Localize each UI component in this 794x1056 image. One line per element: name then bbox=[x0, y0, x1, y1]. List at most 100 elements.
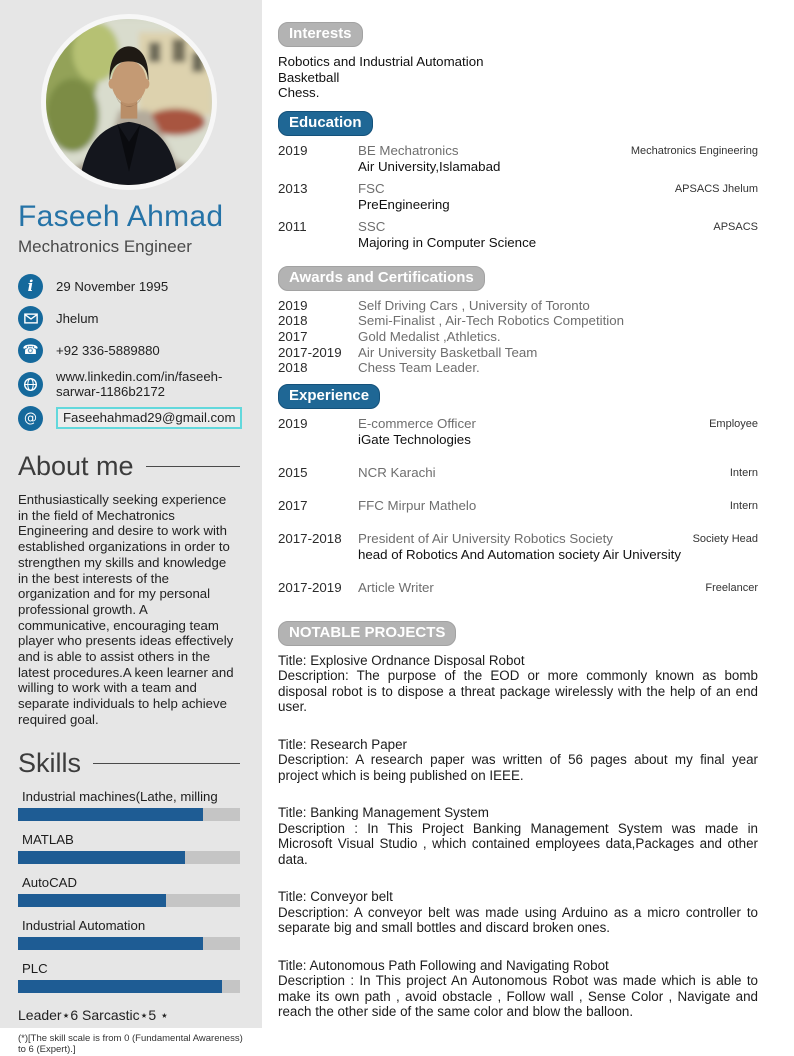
skill-bar-fill bbox=[18, 979, 222, 993]
experience-row: 2019 E-commerce Officer iGate Technologi… bbox=[278, 416, 758, 447]
experience-role: E-commerce Officer bbox=[358, 415, 476, 431]
phone-icon: ☎ bbox=[18, 337, 43, 363]
education-degree: SSC bbox=[358, 218, 386, 234]
awards-list: 2019 Self Driving Cars , University of T… bbox=[278, 298, 758, 376]
profile-photo bbox=[41, 14, 217, 190]
project-description: Description: A research paper was writte… bbox=[278, 752, 758, 783]
award-text: Semi-Finalist , Air-Tech Robotics Compet… bbox=[358, 313, 625, 329]
experience-row: 2017-2019 Article Writer Freelancer bbox=[278, 580, 758, 595]
education-degree: BE Mechatronics bbox=[358, 142, 459, 158]
info-icon: i bbox=[18, 273, 43, 299]
project-item: Title: Autonomous Path Following and Nav… bbox=[278, 958, 758, 1020]
skill-label: Industrial Automation bbox=[22, 917, 146, 933]
skill-label: PLC bbox=[22, 960, 48, 976]
interest-item: Chess. bbox=[278, 85, 320, 101]
projects-list: Title: Explosive Ordnance Disposal Robot… bbox=[278, 653, 758, 1020]
skill-bar-track bbox=[18, 893, 240, 907]
experience-note: Intern bbox=[729, 466, 758, 479]
award-row: 2017-2019 Air University Basketball Team bbox=[278, 345, 758, 361]
experience-list: 2019 E-commerce Officer iGate Technologi… bbox=[278, 416, 758, 595]
skill-bar-track bbox=[18, 979, 240, 993]
heading-rule bbox=[145, 466, 240, 467]
experience-heading: Experience bbox=[278, 383, 381, 409]
skills-heading-label: Skills bbox=[18, 747, 82, 778]
contact-list: i 29 November 1995 Jhelum ☎ +92 336-5889… bbox=[18, 273, 243, 431]
experience-note: Freelancer bbox=[705, 581, 758, 594]
birthdate-text: 29 November 1995 bbox=[56, 278, 169, 294]
section-projects: NOTABLE PROJECTS Title: Explosive Ordnan… bbox=[278, 620, 758, 1020]
interests-list: Robotics and Industrial Automation Basket… bbox=[278, 54, 758, 101]
section-education: Education 2019 BE Mechatronics Air Unive… bbox=[278, 110, 758, 250]
skill-item: AutoCAD bbox=[18, 875, 240, 907]
interests-heading: Interests bbox=[278, 22, 363, 47]
education-degree: FSC bbox=[358, 180, 385, 196]
about-heading-label: About me bbox=[18, 451, 134, 481]
education-note: APSACS Jhelum bbox=[674, 182, 758, 195]
education-year: 2011 bbox=[278, 218, 307, 234]
main-column: Interests Robotics and Industrial Automa… bbox=[278, 0, 758, 1042]
experience-year: 2017 bbox=[278, 497, 308, 513]
contact-row-location: Jhelum bbox=[18, 305, 240, 331]
globe-icon bbox=[18, 371, 43, 397]
project-description: Description : In This project An Autonom… bbox=[278, 973, 758, 1020]
experience-year: 2015 bbox=[278, 464, 308, 480]
experience-org: head of Robotics And Automation society … bbox=[358, 546, 681, 562]
section-experience: Experience 2019 E-commerce Officer iGate… bbox=[278, 383, 758, 595]
award-year: 2018 bbox=[278, 313, 308, 329]
education-note: APSACS bbox=[713, 220, 758, 233]
skill-label: Industrial machines(Lathe, milling bbox=[22, 788, 218, 804]
project-item: Title: Research Paper Description: A res… bbox=[278, 737, 758, 784]
experience-note: Intern bbox=[729, 499, 758, 512]
linkedin-link[interactable]: www.linkedin.com/in/faseeh-sarwar-1186b2… bbox=[56, 369, 223, 399]
skill-item: Industrial Automation bbox=[18, 918, 240, 950]
experience-row: 2017-2018 President of Air University Ro… bbox=[278, 531, 758, 562]
experience-role: FFC Mirpur Mathelo bbox=[358, 497, 477, 513]
interest-item: Robotics and Industrial Automation bbox=[278, 54, 484, 69]
mail-icon bbox=[18, 305, 43, 331]
education-institution: PreEngineering bbox=[358, 196, 450, 212]
project-title: Title: Explosive Ordnance Disposal Robot bbox=[278, 652, 525, 668]
section-awards: Awards and Certifications 2019 Self Driv… bbox=[278, 265, 758, 376]
experience-note: Employee bbox=[709, 417, 758, 430]
experience-role: Article Writer bbox=[358, 579, 434, 595]
education-heading: Education bbox=[278, 110, 373, 136]
award-row: 2019 Self Driving Cars , University of T… bbox=[278, 298, 758, 314]
awards-heading: Awards and Certifications bbox=[278, 265, 485, 291]
about-text: Enthusiastically seeking experience in t… bbox=[18, 492, 234, 727]
project-description: Description : In This Project Banking Ma… bbox=[278, 820, 758, 867]
education-institution: Air University,Islamabad bbox=[358, 158, 501, 174]
award-text: Chess Team Leader. bbox=[358, 360, 480, 376]
skills-heading: Skills bbox=[18, 748, 240, 779]
award-year: 2018 bbox=[278, 360, 308, 376]
experience-year: 2019 bbox=[278, 415, 308, 431]
award-text: Self Driving Cars , University of Toront… bbox=[358, 297, 590, 313]
project-item: Title: Conveyor belt Description: A conv… bbox=[278, 889, 758, 936]
experience-row: 2017 FFC Mirpur Mathelo Intern bbox=[278, 498, 758, 513]
skill-bar-track bbox=[18, 807, 240, 821]
education-row: 2013 FSC PreEngineering APSACS Jhelum bbox=[278, 181, 758, 212]
experience-note: Society Head bbox=[692, 532, 758, 545]
education-note: Mechatronics Engineering bbox=[630, 144, 758, 157]
project-description: Description: The purpose of the EOD or m… bbox=[278, 668, 758, 715]
experience-role: NCR Karachi bbox=[358, 464, 436, 480]
project-title: Title: Conveyor belt bbox=[278, 889, 393, 905]
email-link[interactable]: Faseehahmad29@gmail.com bbox=[56, 407, 243, 429]
skill-bar-fill bbox=[18, 893, 166, 907]
experience-row: 2015 NCR Karachi Intern bbox=[278, 465, 758, 480]
experience-year: 2017-2018 bbox=[278, 530, 342, 546]
skill-item: MATLAB bbox=[18, 832, 240, 864]
at-icon: @ bbox=[18, 405, 43, 431]
skill-bar-track bbox=[18, 936, 240, 950]
education-list: 2019 BE Mechatronics Air University,Isla… bbox=[278, 143, 758, 250]
award-year: 2019 bbox=[278, 297, 308, 313]
skill-tags-line: Leader⋆6 Sarcastic⋆5 ⋆ bbox=[18, 1006, 169, 1023]
experience-role: President of Air University Robotics Soc… bbox=[358, 530, 613, 546]
skill-item: PLC bbox=[18, 961, 240, 993]
award-text: Air University Basketball Team bbox=[358, 344, 538, 360]
skills-list: Industrial machines(Lathe, milling MATLA… bbox=[18, 789, 240, 993]
skill-bar-fill bbox=[18, 850, 185, 864]
interest-item: Basketball bbox=[278, 69, 340, 85]
award-row: 2018 Semi-Finalist , Air-Tech Robotics C… bbox=[278, 313, 758, 329]
contact-row-phone: ☎ +92 336-5889880 bbox=[18, 337, 240, 363]
sidebar: Faseeh Ahmad Mechatronics Engineer i 29 … bbox=[0, 0, 262, 1055]
